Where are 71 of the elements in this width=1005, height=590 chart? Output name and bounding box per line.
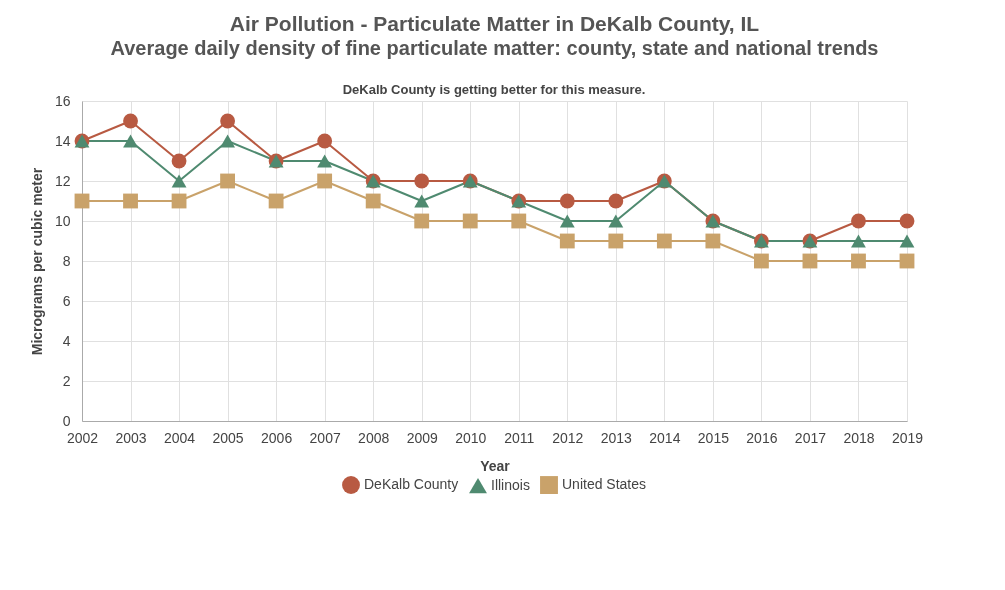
x-tick-label: 2014 (649, 429, 681, 446)
y-tick-label: 4 (62, 332, 71, 349)
x-tick-label: 2017 (794, 429, 827, 446)
point (559, 233, 575, 249)
x-tick-label: 2004 (163, 429, 196, 446)
point (414, 173, 430, 189)
x-tick-label: 2011 (504, 429, 535, 446)
point (559, 214, 575, 228)
y-tick-label: 16 (54, 92, 71, 109)
legend-label: DeKalb County (364, 476, 459, 493)
y-axis-title: Micrograms per cubic meter (28, 167, 45, 356)
point (123, 134, 138, 148)
point (511, 213, 527, 229)
legend-label: United States (562, 476, 647, 493)
y-tick-label: 8 (62, 252, 71, 269)
point (656, 233, 672, 249)
point (74, 193, 90, 209)
x-tick-label: 2006 (261, 429, 293, 446)
y-tick-label: 0 (62, 412, 71, 429)
point (123, 193, 138, 209)
point (220, 134, 235, 148)
point (365, 193, 381, 209)
point (559, 193, 575, 209)
point (899, 253, 915, 269)
x-tick-label: 2015 (697, 429, 730, 446)
y-tick-label: 12 (54, 172, 71, 189)
text: DeKalb County is getting better for this measure. (342, 82, 646, 97)
point (317, 133, 333, 149)
chart-subtitle: Average daily density of fine particulate matter: county, state and national trends (110, 37, 879, 59)
y-tick-label: 14 (54, 132, 71, 149)
x-tick-label: 2009 (406, 429, 438, 446)
point (317, 173, 333, 189)
x-tick-label: 2013 (600, 429, 633, 446)
point (899, 213, 915, 229)
point (268, 193, 284, 209)
point (754, 253, 769, 269)
point (171, 153, 187, 169)
y-tick-label: 6 (62, 292, 71, 309)
point (462, 213, 478, 229)
x-tick-label: 2002 (66, 429, 99, 446)
y-tick-label: 2 (62, 372, 71, 389)
x-axis-title: Year (480, 457, 511, 474)
point (220, 113, 235, 129)
x-tick-label: 2007 (309, 429, 341, 446)
point (414, 194, 430, 208)
point (851, 234, 866, 248)
point (802, 253, 818, 269)
x-tick-label: 2016 (746, 429, 778, 446)
point (220, 173, 235, 189)
x-tick-label: 2003 (115, 429, 147, 446)
point (705, 233, 721, 249)
x-tick-label: 2010 (455, 429, 487, 446)
point (123, 113, 138, 129)
x-tick-label: 2012 (552, 429, 584, 446)
chart-title: Air Pollution - Particulate Matter in DeKalb County, IL (229, 12, 760, 35)
point (171, 193, 187, 209)
point (608, 233, 624, 249)
point (171, 174, 187, 188)
x-tick-label: 2019 (891, 429, 924, 446)
point (608, 193, 624, 209)
point (899, 234, 915, 248)
x-tick-label: 2008 (358, 429, 390, 446)
point (317, 154, 333, 168)
y-tick-label: 10 (54, 212, 71, 229)
point (414, 213, 430, 229)
point (851, 213, 866, 229)
x-tick-label: 2005 (212, 429, 244, 446)
point (851, 253, 866, 269)
point (608, 214, 624, 228)
x-tick-label: 2018 (843, 429, 875, 446)
legend-label: Illinois (491, 476, 530, 493)
